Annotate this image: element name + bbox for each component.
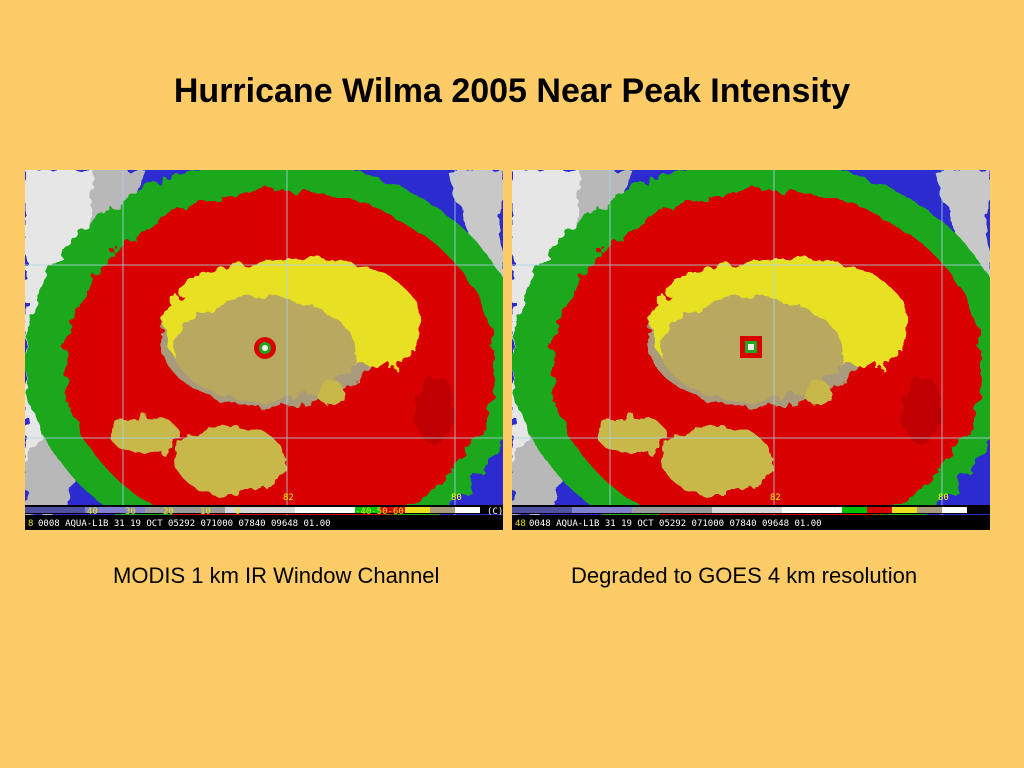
status-prefix: 8 [28, 519, 33, 529]
corner-mark: (C) [487, 507, 503, 517]
scale-label-30: 30 [125, 507, 136, 517]
scale-label-40: 40 [87, 507, 98, 517]
modis-ir-image: 82 80 40 30 20 10 0 -40-50-60 (C) 8 0 [25, 170, 503, 530]
scale-label-20: 20 [163, 507, 174, 517]
grid-label-80: 80 [451, 493, 462, 503]
scale-label-0: 0 [235, 507, 240, 517]
color-scale-bar [512, 505, 990, 514]
color-scale-bar: 40 30 20 10 0 -40-50-60 (C) [25, 505, 503, 517]
grid-label-80: 80 [938, 493, 949, 503]
status-line: 0048 AQUA-L1B 31 19 OCT 05292 071000 078… [529, 519, 822, 529]
scale-label-negatives: -40-50-60 [355, 507, 404, 517]
left-caption: MODIS 1 km IR Window Channel [113, 563, 440, 588]
status-line: 0008 AQUA-L1B 31 19 OCT 05292 071000 078… [38, 519, 331, 529]
slide-title: Hurricane Wilma 2005 Near Peak Intensity [173, 72, 851, 110]
right-caption: Degraded to GOES 4 km resolution [571, 563, 918, 588]
goes-degraded-image: 82 80 48 0048 AQUA-L1B 31 19 OCT 05292 0… [512, 170, 990, 530]
grid-label-82: 82 [770, 493, 781, 503]
grid-label-82: 82 [283, 493, 294, 503]
scale-label-10: 10 [200, 507, 211, 517]
status-prefix: 48 [515, 519, 526, 529]
